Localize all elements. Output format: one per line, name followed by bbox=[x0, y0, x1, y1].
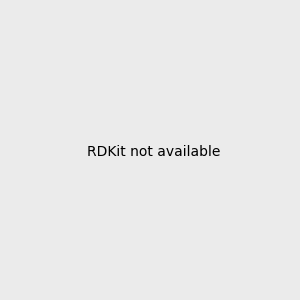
Text: RDKit not available: RDKit not available bbox=[87, 145, 220, 158]
